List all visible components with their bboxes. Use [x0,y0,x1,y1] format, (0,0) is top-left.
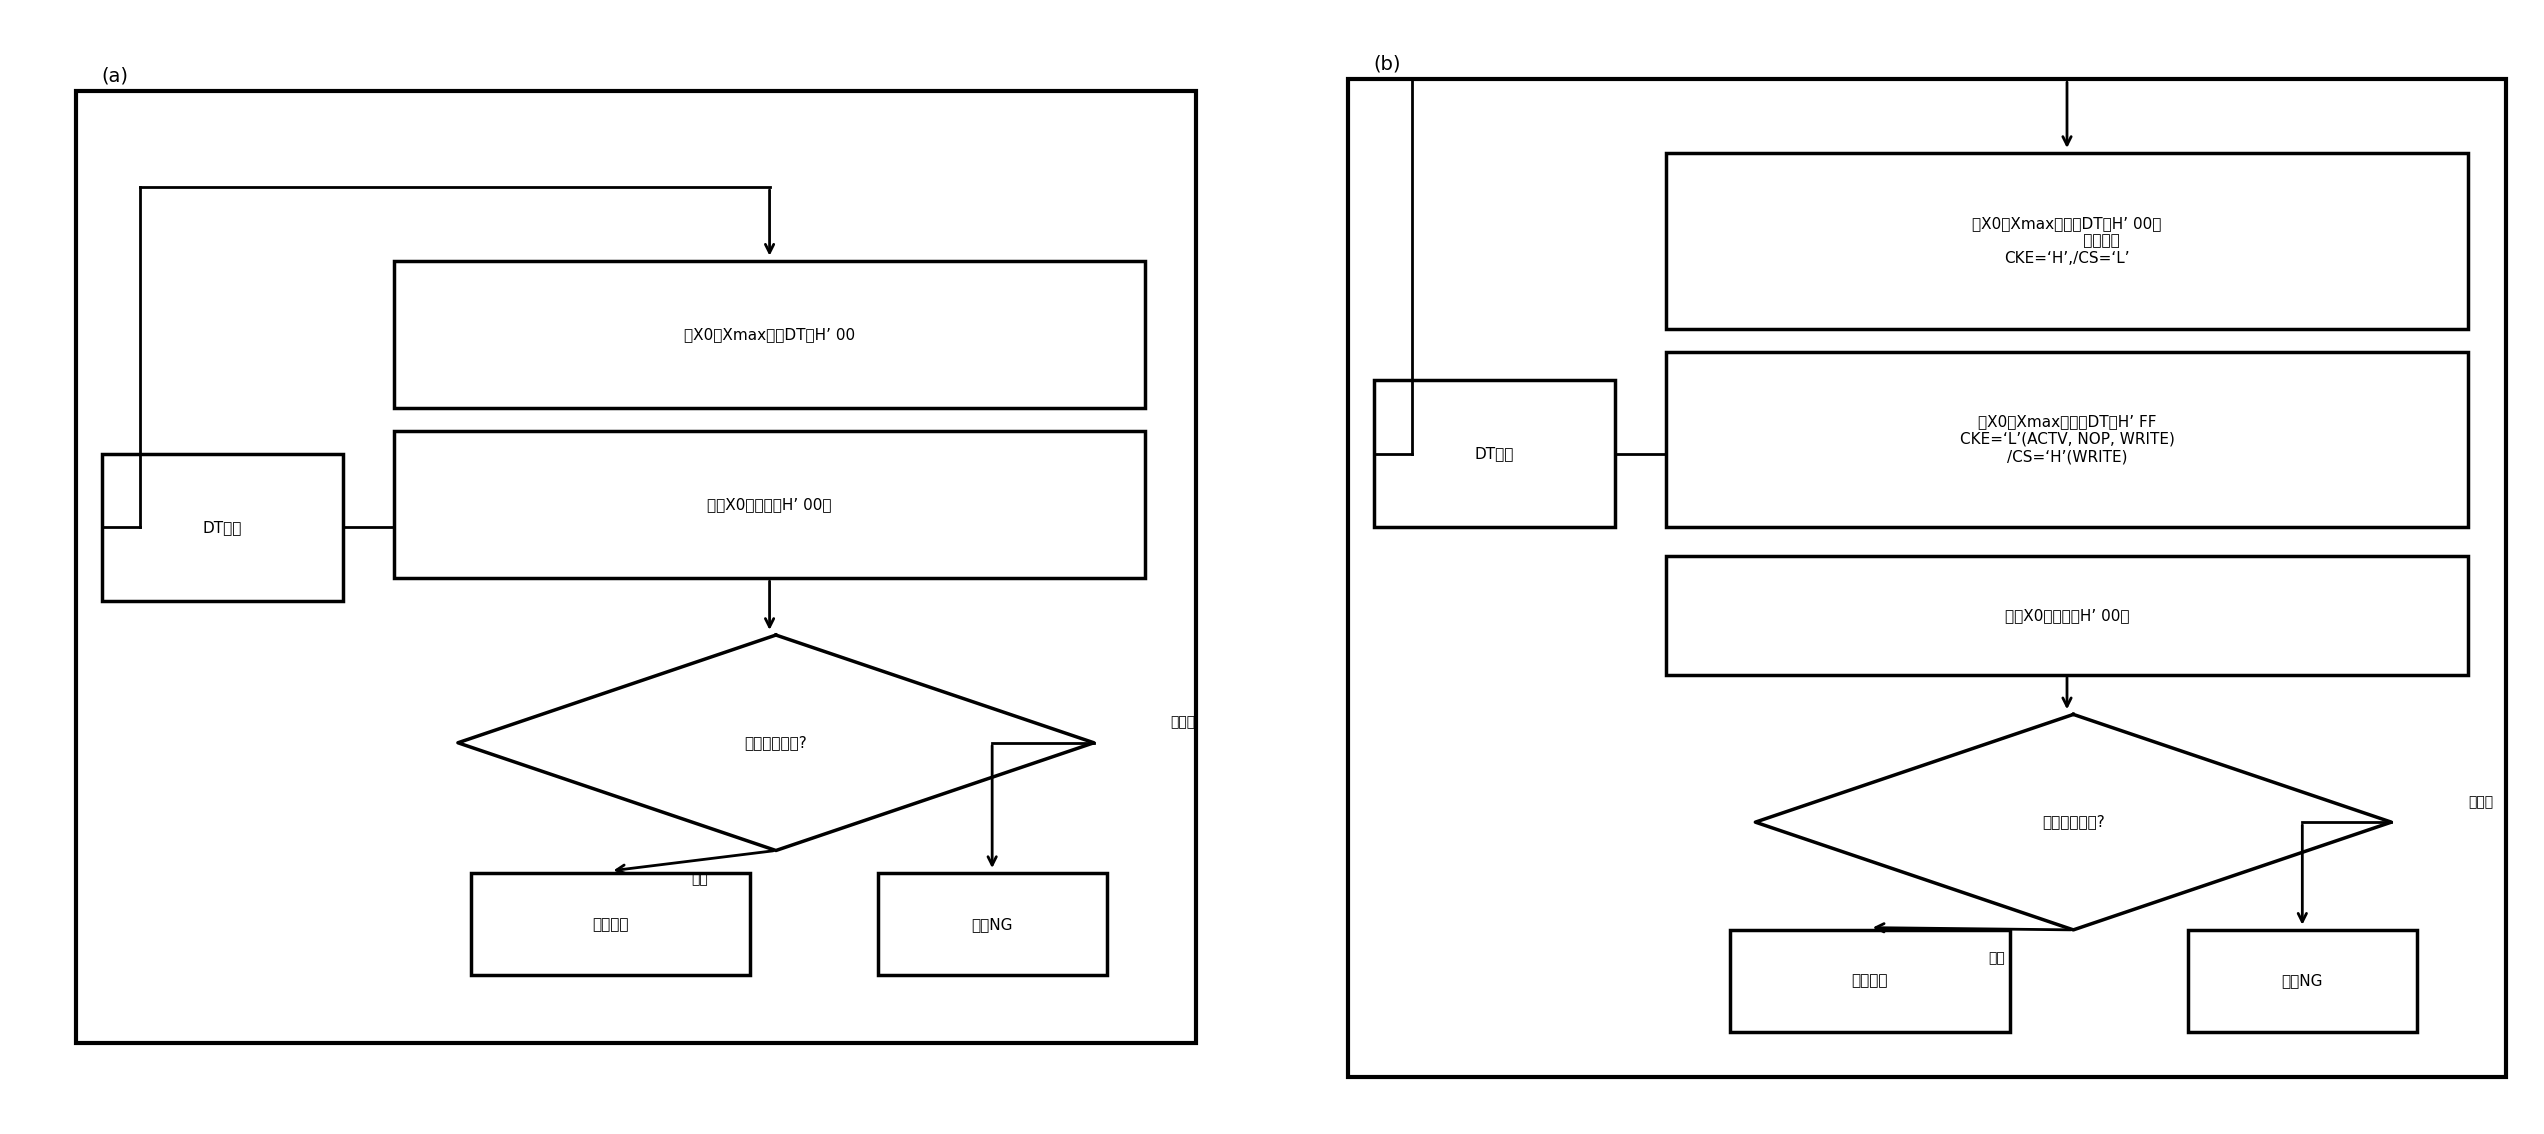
Bar [878,873,1107,975]
Text: 连接NG: 连接NG [972,916,1013,932]
Bar [102,454,343,601]
Bar [2188,930,2417,1032]
Text: 不一致: 不一致 [1170,716,1196,729]
Bar [1666,153,2468,329]
Text: 读出X0（期望値H’ 00）: 读出X0（期望値H’ 00） [2005,608,2129,623]
Bar [1666,556,2468,675]
Text: 在X0～Xmax中写入DT＝H’ 00、
              正常动作
CKE=‘H’,/CS=‘L’: 在X0～Xmax中写入DT＝H’ 00、 正常动作 CKE=‘H’,/CS=‘L… [1972,217,2162,265]
Bar [394,261,1145,408]
Bar [394,431,1145,578]
Text: DT反转: DT反转 [1476,446,1514,462]
Bar [1374,380,1615,527]
Text: 在X0～Xmax写入DT＝H’ 00: 在X0～Xmax写入DT＝H’ 00 [684,327,855,342]
Bar [76,91,1196,1043]
Text: 连接ＯＫ: 连接ＯＫ [1852,973,1888,989]
Text: 连接ＯＫ: 连接ＯＫ [593,916,628,932]
Bar [1730,930,2010,1032]
Text: 一致: 一致 [1989,951,2005,965]
Text: 在X0～Xmax中写入DT＝H’ FF
CKE=‘L’(ACTV, NOP, WRITE)
/CS=‘H’(WRITE): 在X0～Xmax中写入DT＝H’ FF CKE=‘L’(ACTV, NOP, W… [1959,415,2175,464]
Text: 一致／不一致?: 一致／不一致? [2043,814,2104,830]
Text: 一致: 一致 [692,872,707,886]
Bar [1666,352,2468,527]
Text: (b): (b) [1374,54,1402,74]
Text: 连接NG: 连接NG [2282,973,2323,989]
Text: DT反转: DT反转 [204,519,242,535]
Bar [1348,79,2506,1077]
Text: (a): (a) [102,66,130,85]
Text: 一致／不一致?: 一致／不一致? [745,735,806,751]
Text: 不一致: 不一致 [2468,795,2493,809]
Bar [471,873,750,975]
Text: 读出X0（期望値H’ 00）: 读出X0（期望値H’ 00） [707,497,832,513]
